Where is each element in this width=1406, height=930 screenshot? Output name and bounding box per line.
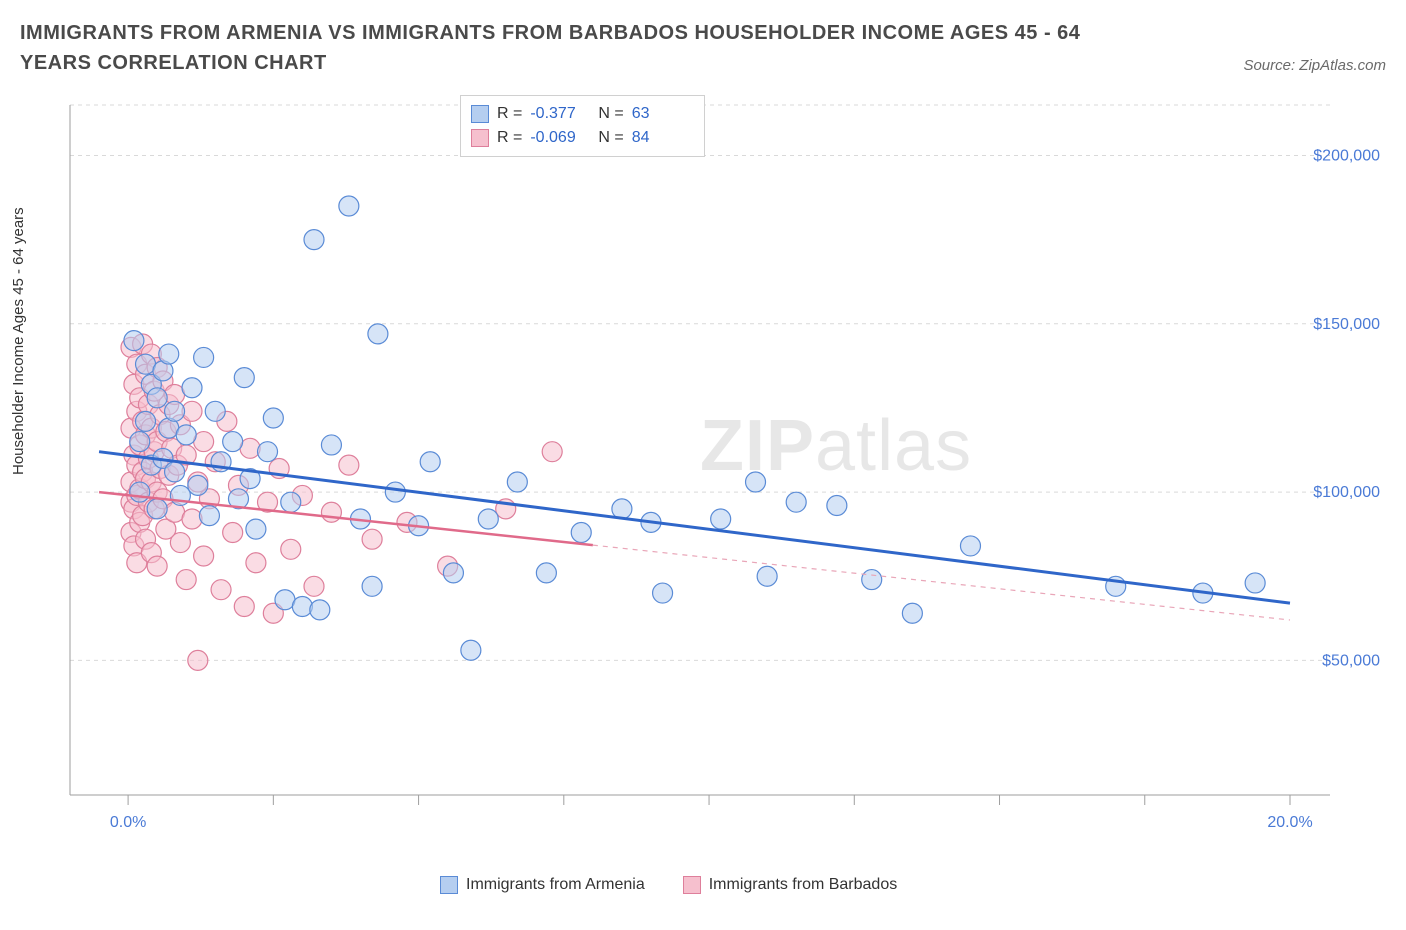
scatter-chart: Householder Income Ages 45 - 64 years $5… xyxy=(20,95,1386,895)
svg-text:$50,000: $50,000 xyxy=(1322,652,1380,669)
swatch-icon xyxy=(683,876,701,894)
legend-item-barbados: Immigrants from Barbados xyxy=(683,873,898,897)
swatch-icon xyxy=(440,876,458,894)
stats-row-armenia: R = -0.377 N = 63 xyxy=(471,102,692,126)
y-axis-label: Householder Income Ages 45 - 64 years xyxy=(10,207,27,475)
series-legend: Immigrants from Armenia Immigrants from … xyxy=(440,873,897,897)
svg-text:0.0%: 0.0% xyxy=(110,814,146,831)
svg-text:$200,000: $200,000 xyxy=(1313,147,1380,164)
svg-text:$150,000: $150,000 xyxy=(1313,316,1380,333)
legend-item-armenia: Immigrants from Armenia xyxy=(440,873,645,897)
stats-row-barbados: R = -0.069 N = 84 xyxy=(471,126,692,150)
swatch-icon xyxy=(471,129,489,147)
svg-text:20.0%: 20.0% xyxy=(1267,814,1312,831)
chart-header: IMMIGRANTS FROM ARMENIA VS IMMIGRANTS FR… xyxy=(0,0,1406,78)
plot-svg: $50,000 $100,000 $150,000 $200,000 0.0% 20.0… xyxy=(60,95,1386,895)
source-attribution: Source: ZipAtlas.com xyxy=(1243,57,1386,78)
svg-text:$100,000: $100,000 xyxy=(1313,484,1380,501)
chart-title: IMMIGRANTS FROM ARMENIA VS IMMIGRANTS FR… xyxy=(20,18,1140,78)
stats-legend: R = -0.377 N = 63 R = -0.069 N = 84 xyxy=(460,95,705,157)
swatch-icon xyxy=(471,105,489,123)
